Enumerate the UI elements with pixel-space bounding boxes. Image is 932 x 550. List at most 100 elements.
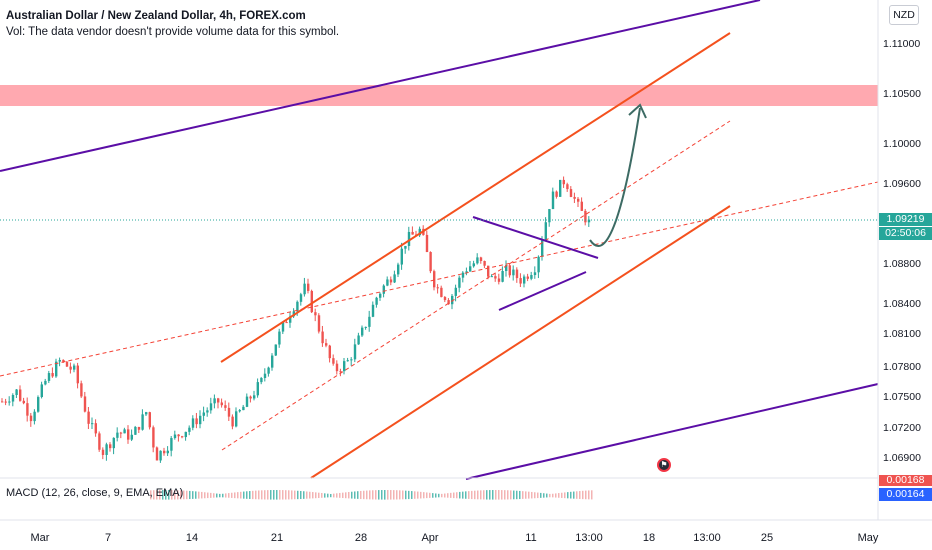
macd-bar: [306, 491, 308, 499]
candle-body: [29, 415, 33, 422]
currency-badge[interactable]: NZD: [889, 5, 919, 25]
x-tick-label: 13:00: [693, 532, 721, 544]
triangle-pattern-lower: [498, 271, 587, 311]
candle-body: [26, 403, 29, 416]
macd-bar: [279, 490, 281, 500]
candle-body: [400, 248, 403, 265]
candle-body: [368, 316, 371, 327]
macd-bar: [264, 490, 266, 500]
macd-bar: [204, 492, 206, 499]
macd-bar: [465, 491, 467, 499]
candle-body: [170, 438, 173, 451]
candle-body: [335, 363, 339, 372]
macd-bar: [156, 490, 158, 500]
candle-body: [130, 434, 133, 440]
candle-body: [465, 271, 468, 273]
dashed-trendline-mid: [221, 120, 731, 451]
x-tick-label: Mar: [31, 532, 50, 544]
macd-bar: [459, 491, 461, 499]
candle-body: [199, 415, 202, 425]
y-tick-label: 1.06900: [883, 452, 921, 464]
macd-bar: [168, 490, 170, 500]
candle-body: [404, 245, 407, 249]
macd-bar: [291, 490, 293, 500]
candle-body: [537, 256, 540, 273]
macd-bar: [519, 490, 521, 500]
candle-body: [159, 450, 162, 461]
candle-body: [425, 234, 429, 253]
candle-body: [494, 276, 497, 279]
macd-bar: [300, 490, 302, 500]
macd-bar: [537, 492, 539, 499]
macd-bar: [531, 491, 533, 499]
macd-bar: [252, 490, 254, 500]
candle-body: [299, 294, 303, 302]
macd-bar: [525, 491, 527, 499]
symbol-title[interactable]: Australian Dollar / New Zealand Dollar, …: [6, 10, 306, 22]
candle-body: [263, 373, 267, 379]
macd-bar: [477, 490, 479, 500]
macd-bar: [561, 492, 563, 498]
candle-body: [393, 274, 396, 283]
macd-bar: [534, 492, 536, 499]
candle-body: [206, 410, 209, 413]
macd-bar: [231, 492, 233, 498]
candle-body: [166, 450, 169, 454]
x-tick-label: 28: [355, 532, 367, 544]
macd-bar: [483, 490, 485, 500]
triangle-pattern: [472, 216, 599, 259]
candle-body: [271, 355, 274, 368]
candle-body: [440, 287, 443, 297]
long-trendline-lower: [465, 383, 879, 480]
y-tick-label: 1.10000: [883, 138, 921, 150]
macd-bar: [381, 490, 383, 500]
candle-body: [526, 276, 529, 279]
macd-bar: [243, 491, 245, 499]
resistance-zone: [0, 85, 878, 106]
candle-body: [501, 271, 504, 282]
macd-bar: [549, 493, 551, 498]
macd-bar: [240, 491, 242, 499]
candle-body: [119, 432, 123, 434]
candle-body: [389, 279, 393, 283]
x-tick-label: 21: [271, 532, 283, 544]
candle-body: [541, 240, 544, 257]
candle-body: [361, 327, 364, 336]
candle-body: [220, 402, 223, 406]
candle-body: [505, 265, 508, 272]
candlestick-series: [1, 176, 591, 463]
macd-bar: [282, 490, 284, 500]
macd-bar: [327, 493, 329, 498]
macd-bar: [249, 491, 251, 499]
candle-body: [44, 380, 47, 385]
macd-bar: [297, 490, 299, 500]
candle-body: [346, 360, 349, 362]
economic-event-icon[interactable]: ⚑: [657, 458, 671, 472]
candle-body: [231, 416, 234, 427]
candle-body: [51, 373, 54, 377]
candle-body: [551, 191, 555, 210]
macd-bar: [315, 492, 317, 499]
macd-bar: [255, 490, 257, 500]
macd-bar: [351, 491, 353, 499]
y-tick-label: 1.09600: [883, 178, 921, 190]
macd-bar: [285, 490, 287, 500]
macd-bar: [417, 491, 419, 499]
macd-bar: [213, 493, 215, 498]
candle-body: [87, 411, 90, 424]
candle-body: [497, 278, 501, 282]
candle-body: [314, 312, 317, 316]
candle-body: [386, 279, 389, 286]
macd-bar: [426, 492, 428, 499]
candle-body: [62, 359, 65, 362]
macd-bar: [573, 491, 575, 499]
candle-body: [155, 447, 159, 461]
candle-body: [217, 398, 220, 403]
candle-body: [454, 287, 457, 296]
candle-body: [91, 423, 94, 425]
macd-bar: [219, 493, 221, 498]
macd-indicator-label[interactable]: MACD (12, 26, close, 9, EMA, EMA): [6, 487, 184, 499]
candle-body: [242, 406, 245, 411]
macd-bar: [363, 490, 365, 500]
